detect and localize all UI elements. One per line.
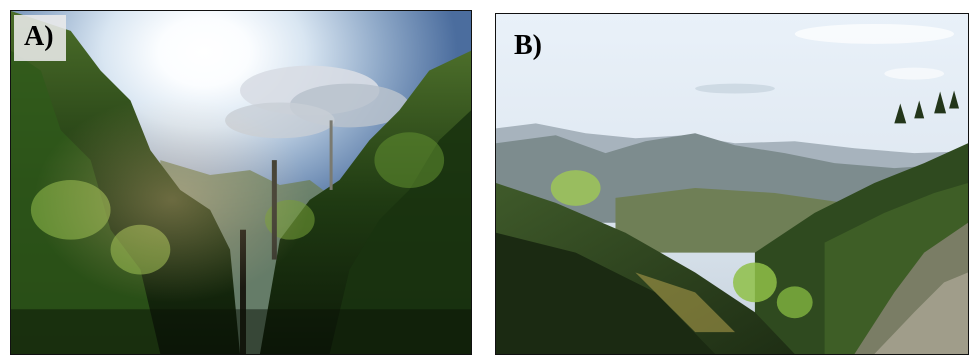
photo-panel-a: A) xyxy=(10,10,472,355)
forest-sun-photo xyxy=(11,11,471,354)
photo-panel-b: B) xyxy=(495,13,969,355)
panel-label-b: B) xyxy=(514,30,542,61)
panel-label-a: A) xyxy=(14,15,66,61)
mountain-valley-photo xyxy=(496,14,968,354)
